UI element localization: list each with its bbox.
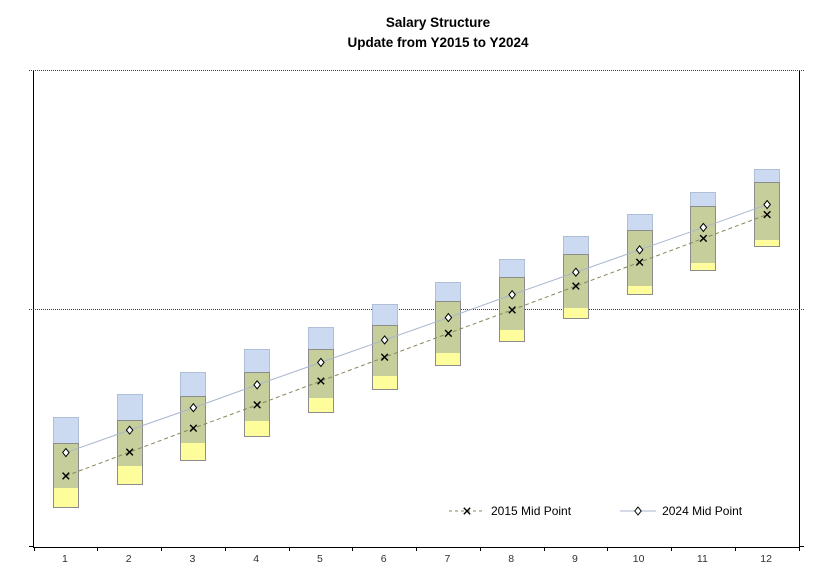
plot-area bbox=[29, 70, 804, 551]
range-bar-2015-outline bbox=[690, 205, 717, 271]
x-axis-label: 10 bbox=[632, 553, 645, 565]
x-axis-label: 8 bbox=[508, 553, 515, 565]
x-axis-label: 1 bbox=[61, 553, 68, 565]
range-bar-2015-outline bbox=[626, 229, 653, 295]
x-axis-label: 6 bbox=[380, 553, 387, 565]
x-axis-label: 4 bbox=[253, 553, 260, 565]
range-bar-2015-outline bbox=[371, 324, 398, 390]
legend-label-2015: 2015 Mid Point bbox=[491, 504, 572, 518]
x-axis-label: 12 bbox=[760, 553, 772, 565]
x-axis-tick bbox=[671, 547, 672, 551]
range-bar-2015-outline bbox=[244, 372, 271, 438]
range-bar-2015-outline bbox=[754, 182, 781, 247]
range-bar-2015-outline bbox=[499, 277, 526, 343]
x-axis-tick bbox=[97, 547, 99, 551]
x-axis-tick bbox=[798, 547, 800, 551]
x-axis-tick bbox=[224, 547, 226, 551]
x-axis-label: 9 bbox=[571, 553, 578, 565]
x-axis-label: 5 bbox=[316, 553, 323, 565]
y-axis-bottom-tick-left bbox=[29, 546, 34, 547]
chart-title-line2: Update from Y2015 to Y2024 bbox=[347, 35, 529, 50]
x-axis-tick bbox=[352, 547, 354, 551]
x-axis-tick bbox=[161, 547, 162, 551]
chart-title-line1: Salary Structure bbox=[385, 15, 491, 30]
x-axis-label: 2 bbox=[125, 553, 132, 565]
x-axis-tick bbox=[479, 547, 481, 551]
legend-dashed-line-x-marker-icon bbox=[449, 507, 485, 515]
y-axis-bottom-tick-right bbox=[799, 546, 804, 547]
line-2024-mid-point bbox=[65, 204, 768, 454]
legend-entry-2024-mid-point: 2024 Mid Point bbox=[619, 504, 742, 518]
range-bar-2015-outline bbox=[435, 300, 462, 366]
range-bar-2015-outline bbox=[307, 348, 334, 414]
x-axis-tick bbox=[33, 547, 35, 551]
range-bar-2015-outline bbox=[562, 253, 589, 319]
legend-label-2024: 2024 Mid Point bbox=[662, 504, 743, 518]
legend-solid-line-diamond-marker-icon bbox=[620, 506, 657, 516]
x-axis-tick bbox=[607, 547, 609, 551]
range-bar-2015-outline bbox=[52, 443, 79, 509]
range-bar-2015-outline bbox=[116, 419, 143, 485]
legend: 2015 Mid Point 2024 Mid Point bbox=[448, 502, 742, 520]
y-gridline bbox=[29, 308, 804, 310]
x-axis-tick bbox=[543, 547, 545, 551]
y-gridline bbox=[29, 70, 804, 71]
range-bar-2015 bbox=[52, 488, 79, 509]
range-bar-2015-outline bbox=[180, 395, 207, 461]
legend-entry-2015-mid-point: 2015 Mid Point bbox=[448, 504, 571, 518]
line-2015-mid-point bbox=[65, 214, 768, 477]
x-axis-label: 3 bbox=[189, 553, 196, 565]
x-axis-label: 7 bbox=[444, 553, 451, 565]
x-axis-tick bbox=[288, 547, 290, 551]
chart-title: Salary Structure Update from Y2015 to Y2… bbox=[58, 13, 818, 53]
x-axis-tick bbox=[416, 547, 417, 551]
x-axis-label: 11 bbox=[696, 553, 708, 565]
x-axis-tick bbox=[734, 547, 736, 551]
